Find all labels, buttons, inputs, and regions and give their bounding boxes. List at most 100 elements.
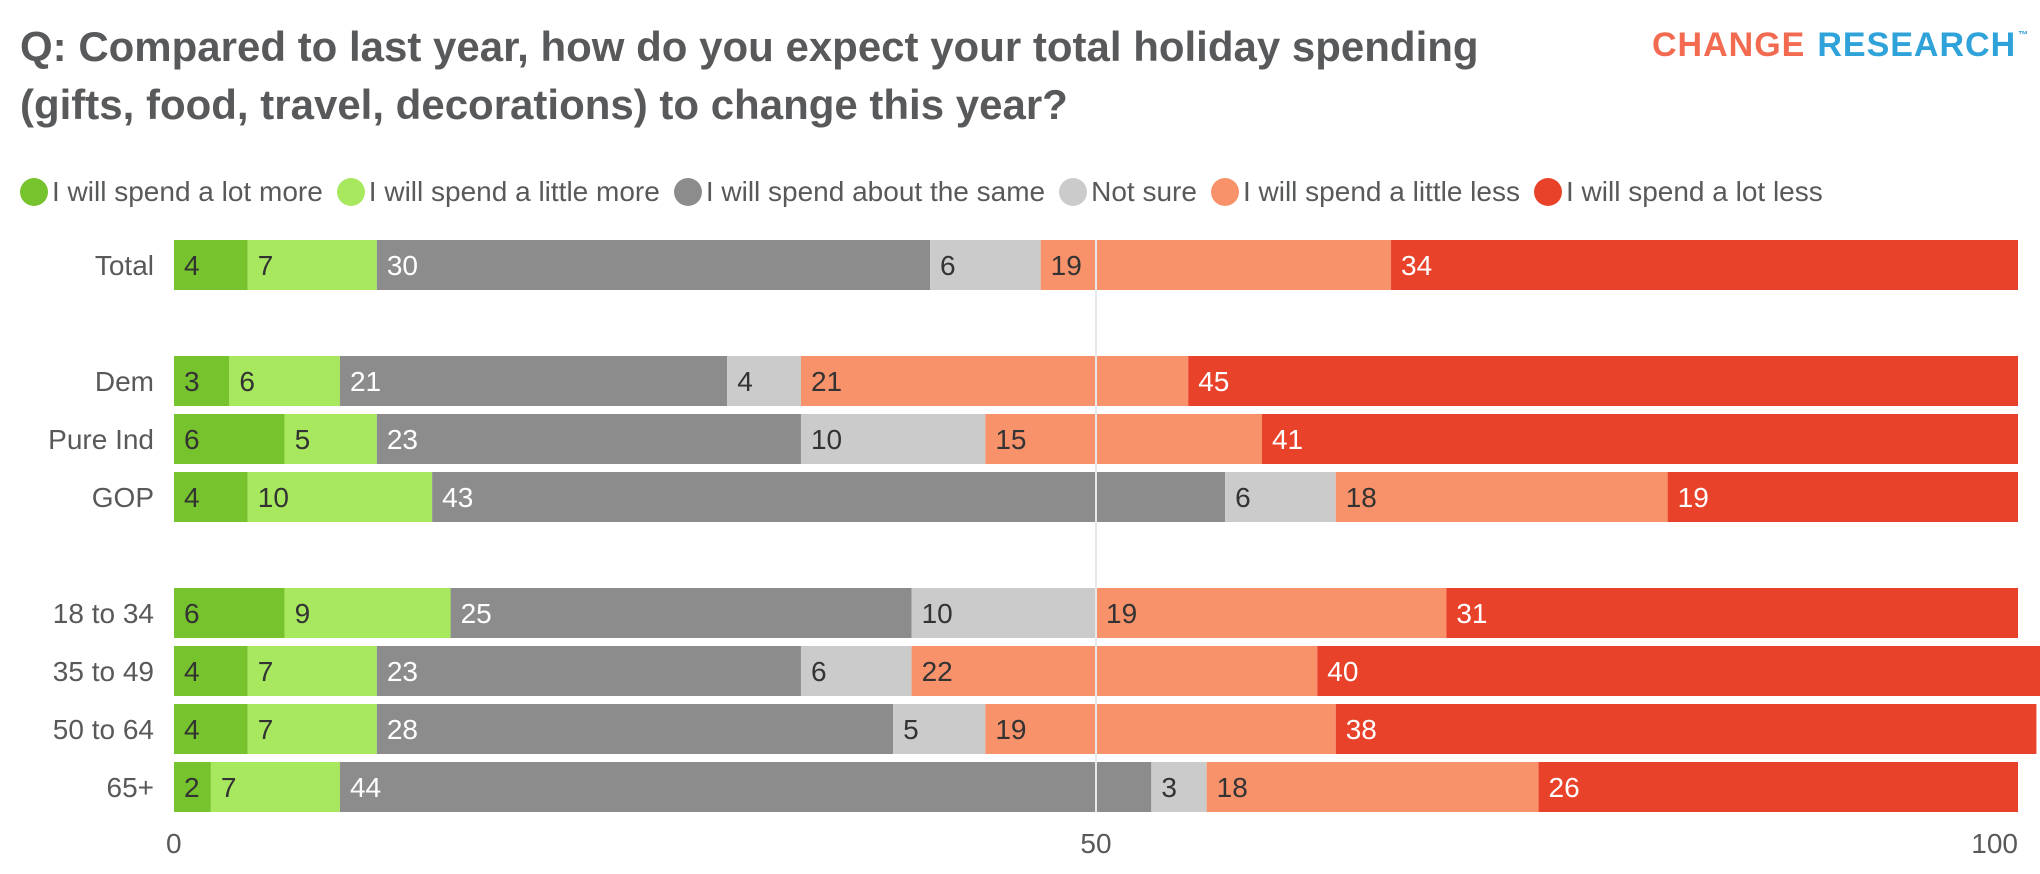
bar-segment-same bbox=[376, 240, 931, 290]
chart-legend: I will spend a lot more I will spend a li… bbox=[20, 176, 1837, 208]
data-label-little-less: 19 bbox=[1106, 598, 1137, 629]
data-label-lot-more: 4 bbox=[184, 714, 200, 745]
logo-research: RESEARCH bbox=[1817, 26, 2017, 64]
legend-label: I will spend a lot more bbox=[52, 176, 323, 207]
bar-segment-lot-less bbox=[1188, 356, 2018, 406]
data-label-little-more: 10 bbox=[258, 482, 289, 513]
data-label-not-sure: 5 bbox=[903, 714, 919, 745]
data-label-little-less: 15 bbox=[995, 424, 1026, 455]
row-label: Total bbox=[95, 250, 154, 281]
legend-swatch-icon bbox=[673, 178, 702, 206]
data-label-same: 23 bbox=[387, 656, 418, 687]
data-label-little-more: 6 bbox=[239, 366, 255, 397]
bar-segment-lot-more bbox=[174, 414, 285, 464]
data-label-lot-less: 41 bbox=[1272, 424, 1303, 455]
data-label-lot-more: 6 bbox=[184, 424, 200, 455]
x-tick-label: 0 bbox=[166, 828, 182, 859]
bar-row-50-to-64: 50 to 64 4 7 28 5 19 38 bbox=[53, 704, 2037, 754]
title-line-2: (gifts, food, travel, decorations) to ch… bbox=[20, 81, 1068, 128]
legend-label: I will spend a little less bbox=[1242, 176, 1520, 207]
bar-segment-not-sure bbox=[727, 356, 801, 406]
logo-trademark: ™ bbox=[2018, 30, 2030, 41]
bar-segment-little-more bbox=[247, 646, 377, 696]
legend-swatch-icon bbox=[20, 178, 48, 206]
data-label-lot-less: 40 bbox=[1327, 656, 1358, 687]
bar-segment-little-more bbox=[247, 472, 433, 522]
bar-row-18-to-34: 18 to 34 6 9 25 10 19 31 bbox=[53, 588, 2018, 638]
bar-segment-little-more bbox=[247, 704, 377, 754]
bar-segment-not-sure bbox=[930, 240, 1041, 290]
data-label-not-sure: 6 bbox=[811, 656, 827, 687]
bar-segment-lot-more bbox=[174, 704, 248, 754]
data-label-little-more: 7 bbox=[258, 250, 274, 281]
bar-row-65-: 65+ 2 7 44 3 18 26 bbox=[107, 762, 2018, 812]
legend-label: I will spend about the same bbox=[705, 176, 1046, 207]
data-label-not-sure: 6 bbox=[940, 250, 956, 281]
bar-segment-lot-more bbox=[174, 356, 230, 406]
data-label-lot-more: 3 bbox=[184, 366, 200, 397]
bar-segment-same bbox=[376, 414, 801, 464]
data-label-same: 21 bbox=[350, 366, 381, 397]
data-label-same: 44 bbox=[350, 772, 381, 803]
bar-segment-same bbox=[450, 588, 912, 638]
bar-segment-lot-less bbox=[1391, 240, 2018, 290]
bar-segment-little-less bbox=[985, 704, 1336, 754]
bar-segment-little-more bbox=[284, 588, 451, 638]
bar-segment-little-less bbox=[1335, 472, 1668, 522]
legend-item-same: I will spend about the same bbox=[673, 176, 1046, 208]
row-label: 50 to 64 bbox=[53, 714, 154, 745]
row-label: 65+ bbox=[107, 772, 155, 803]
bar-segment-not-sure bbox=[1225, 472, 1336, 522]
bar-segment-lot-less bbox=[1317, 646, 2040, 696]
data-label-lot-less: 19 bbox=[1678, 482, 1709, 513]
data-label-not-sure: 6 bbox=[1235, 482, 1251, 513]
data-label-little-less: 19 bbox=[1051, 250, 1082, 281]
legend-swatch-icon bbox=[1533, 178, 1562, 206]
bar-row-dem: Dem 3 6 21 4 21 45 bbox=[95, 356, 2018, 406]
data-label-little-less: 21 bbox=[811, 366, 842, 397]
data-label-lot-less: 34 bbox=[1401, 250, 1432, 281]
bar-segment-not-sure bbox=[893, 704, 986, 754]
bar-segment-little-less bbox=[911, 646, 1318, 696]
data-label-not-sure: 10 bbox=[811, 424, 842, 455]
chart-title: Q: Compared to last year, how do you exp… bbox=[20, 18, 1640, 134]
data-label-lot-less: 26 bbox=[1549, 772, 1580, 803]
bar-segment-little-less bbox=[1096, 588, 1447, 638]
bar-row-total: Total 4 7 30 6 19 34 bbox=[95, 240, 2018, 290]
data-label-little-more: 7 bbox=[221, 772, 237, 803]
data-label-lot-more: 4 bbox=[184, 656, 200, 687]
legend-item-little-more: I will spend a little more bbox=[336, 176, 660, 208]
x-tick-label: 50 bbox=[1080, 828, 1111, 859]
bar-row-35-to-49: 35 to 49 4 7 23 6 22 40 bbox=[53, 646, 2040, 696]
row-label: Pure Ind bbox=[48, 424, 154, 455]
legend-swatch-icon bbox=[1059, 178, 1088, 206]
change-research-logo: CHANGE RESEARCH ™ bbox=[1652, 26, 2029, 65]
bar-segment-same bbox=[432, 472, 1226, 522]
data-label-not-sure: 10 bbox=[922, 598, 953, 629]
legend-item-little-less: I will spend a little less bbox=[1210, 176, 1520, 208]
bar-row-gop: GOP 4 10 43 6 18 19 bbox=[92, 472, 2018, 522]
bar-segment-lot-less bbox=[1538, 762, 2018, 812]
row-label: 18 to 34 bbox=[53, 598, 154, 629]
legend-item-lot-more: I will spend a lot more bbox=[20, 176, 323, 208]
data-label-same: 30 bbox=[387, 250, 418, 281]
data-label-little-less: 18 bbox=[1346, 482, 1377, 513]
legend-label: I will spend a lot less bbox=[1565, 176, 1823, 207]
data-label-lot-less: 38 bbox=[1346, 714, 1377, 745]
bar-segment-not-sure bbox=[911, 588, 1096, 638]
bar-segment-lot-more bbox=[174, 762, 211, 812]
bar-segment-little-less bbox=[985, 414, 1262, 464]
data-label-lot-more: 6 bbox=[184, 598, 200, 629]
bar-segment-little-less bbox=[1040, 240, 1392, 290]
bar-segment-lot-more bbox=[174, 588, 285, 638]
bar-segment-little-less bbox=[800, 356, 1189, 406]
data-label-little-less: 18 bbox=[1217, 772, 1248, 803]
bar-segment-lot-more bbox=[174, 472, 248, 522]
legend-item-lot-less: I will spend a lot less bbox=[1533, 176, 1823, 208]
data-label-lot-more: 4 bbox=[184, 482, 200, 513]
data-label-same: 23 bbox=[387, 424, 418, 455]
x-tick-label: 100 bbox=[1971, 828, 2018, 859]
legend-label: Not sure bbox=[1091, 176, 1197, 207]
bar-segment-little-more bbox=[247, 240, 377, 290]
